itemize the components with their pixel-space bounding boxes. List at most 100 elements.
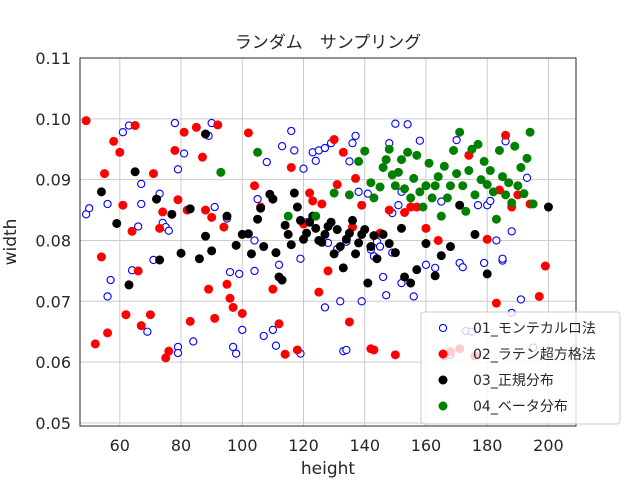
data-point xyxy=(167,209,177,219)
data-point xyxy=(470,190,480,200)
data-point xyxy=(507,198,517,208)
data-point xyxy=(283,229,293,239)
y-tick-label: 0.07 xyxy=(35,292,71,311)
data-point xyxy=(137,179,146,189)
data-point xyxy=(433,172,443,182)
data-point xyxy=(378,162,388,172)
data-point xyxy=(516,295,526,304)
data-point xyxy=(210,202,219,212)
series-2 xyxy=(81,116,550,363)
data-point xyxy=(332,225,342,235)
data-point xyxy=(479,258,489,268)
data-point xyxy=(124,280,134,290)
data-point xyxy=(99,169,109,179)
data-point xyxy=(366,178,376,188)
data-point xyxy=(148,169,158,179)
data-point xyxy=(421,181,431,191)
legend-frame xyxy=(420,311,621,425)
data-point xyxy=(326,217,336,227)
data-point xyxy=(320,303,330,312)
data-point xyxy=(250,181,260,191)
data-point xyxy=(176,248,186,258)
x-tick-label: 200 xyxy=(533,436,564,455)
data-point xyxy=(384,239,394,249)
data-point xyxy=(96,187,106,197)
data-point xyxy=(292,202,302,212)
data-point xyxy=(164,226,173,235)
data-point xyxy=(501,190,511,200)
data-point xyxy=(143,327,152,336)
data-point xyxy=(213,120,223,130)
data-point xyxy=(431,263,440,273)
tick-labels: 60 80 100 120 140 160 180 200 0.05 0.06 0.07 0.08 0.… xyxy=(35,49,563,455)
data-point xyxy=(436,211,446,221)
data-point xyxy=(476,175,486,185)
data-point xyxy=(127,226,137,236)
data-point xyxy=(317,199,327,209)
data-point xyxy=(427,193,437,203)
data-point xyxy=(280,220,290,230)
data-point xyxy=(237,308,247,318)
data-point xyxy=(491,214,501,224)
data-point xyxy=(421,223,431,233)
data-point xyxy=(528,199,538,209)
data-point xyxy=(522,173,532,182)
data-point xyxy=(118,128,128,137)
data-point xyxy=(155,255,165,265)
data-point xyxy=(201,205,211,215)
data-point xyxy=(360,225,370,235)
data-point xyxy=(378,272,388,282)
data-point xyxy=(513,181,523,191)
data-point xyxy=(482,269,492,279)
data-point xyxy=(381,155,391,165)
data-point xyxy=(243,229,253,239)
data-point xyxy=(274,319,284,329)
data-point xyxy=(173,195,183,205)
data-point xyxy=(320,229,330,239)
data-point xyxy=(382,291,391,300)
data-point xyxy=(201,129,211,139)
data-point xyxy=(336,297,345,306)
data-point xyxy=(455,200,465,210)
data-point xyxy=(268,325,278,335)
data-point xyxy=(112,218,122,228)
data-point xyxy=(90,339,100,349)
data-point xyxy=(363,278,373,288)
data-point xyxy=(235,269,244,279)
data-point xyxy=(81,116,91,126)
data-point xyxy=(231,349,241,358)
data-point xyxy=(185,204,195,214)
data-point xyxy=(222,211,232,221)
data-point xyxy=(280,349,290,359)
data-point xyxy=(473,139,483,149)
data-point xyxy=(534,291,544,301)
data-point xyxy=(342,345,351,355)
y-axis-title: width xyxy=(1,219,21,266)
data-point xyxy=(445,181,455,191)
legend-marker xyxy=(438,375,448,385)
data-point xyxy=(522,153,532,163)
data-point xyxy=(290,146,299,155)
data-point xyxy=(516,162,526,172)
data-point xyxy=(243,128,253,138)
y-tick-label: 0.10 xyxy=(35,110,71,129)
data-point xyxy=(228,342,238,352)
data-point xyxy=(286,162,296,172)
data-point xyxy=(347,215,357,225)
data-point xyxy=(253,194,262,204)
data-point xyxy=(277,142,287,151)
data-point xyxy=(194,254,204,264)
data-point xyxy=(403,120,412,129)
data-point xyxy=(329,188,339,198)
data-point xyxy=(137,199,146,209)
legend-entry: 04_ベータ分布 xyxy=(473,399,568,415)
data-point xyxy=(274,260,284,269)
data-point xyxy=(455,127,465,137)
series-3 xyxy=(96,129,553,290)
data-point xyxy=(344,190,354,200)
data-point xyxy=(228,302,238,312)
data-point xyxy=(504,178,514,188)
data-point xyxy=(494,145,504,155)
data-point xyxy=(207,212,217,222)
